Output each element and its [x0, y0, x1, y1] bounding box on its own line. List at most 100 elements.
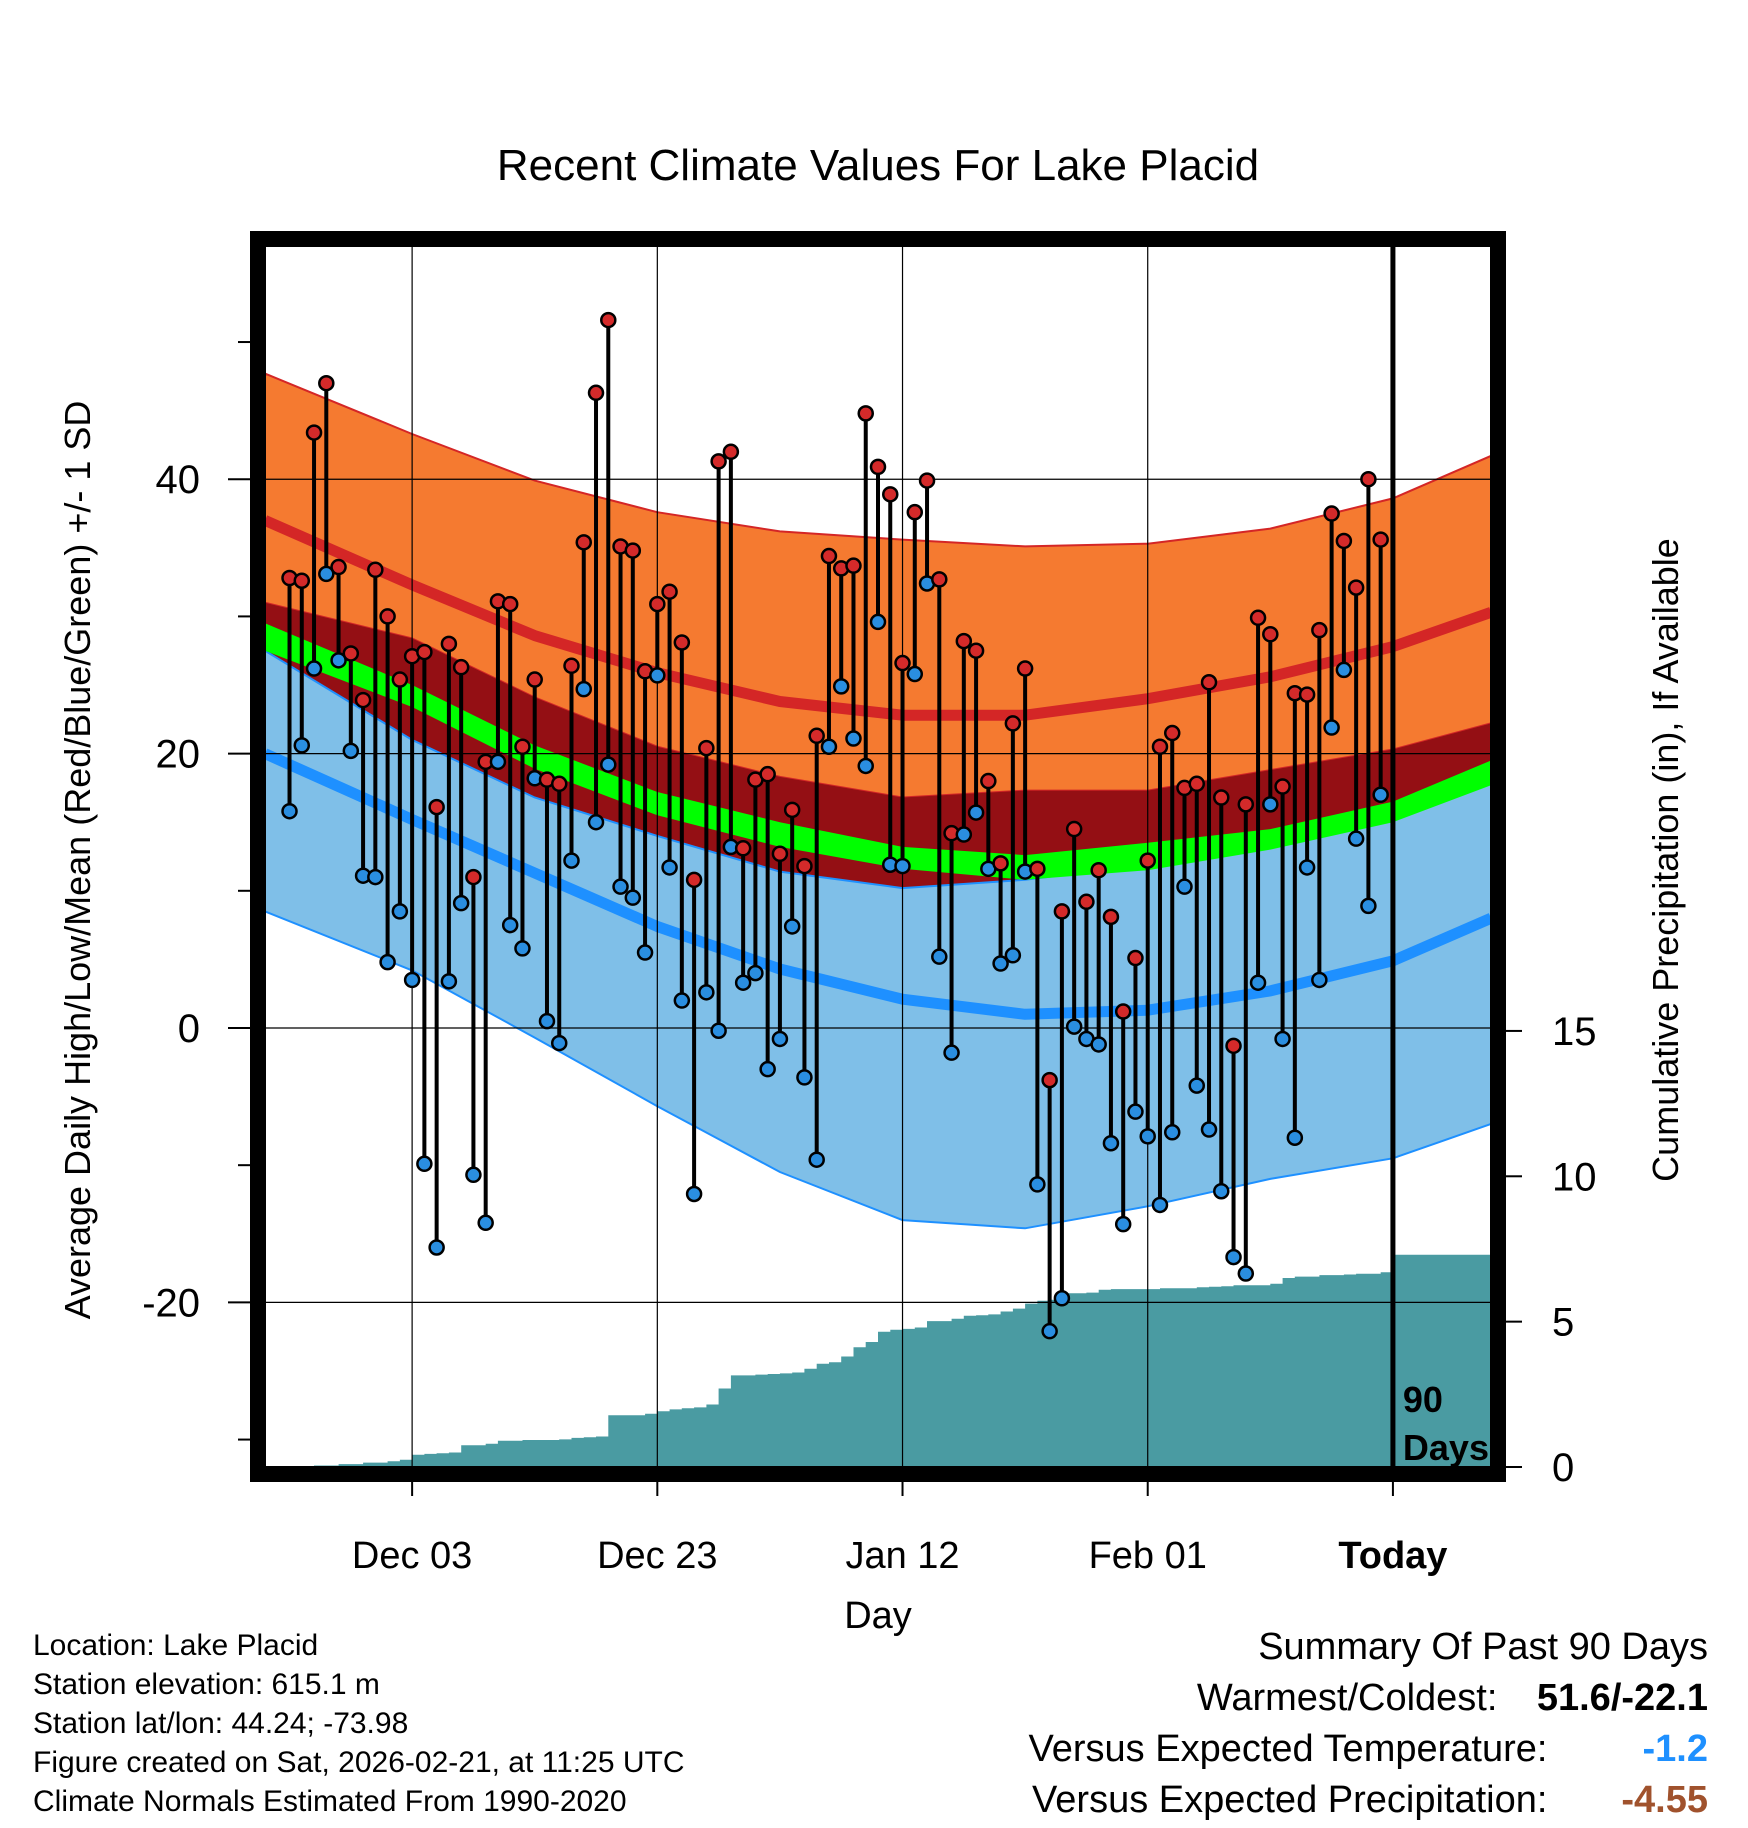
summary-title: Summary Of Past 90 Days	[1258, 1626, 1708, 1668]
low-marker	[624, 889, 642, 906]
low-marker	[820, 738, 838, 755]
low-marker	[1323, 719, 1340, 736]
low-marker	[869, 613, 887, 631]
low-marker	[1053, 1290, 1071, 1307]
high-marker	[869, 458, 887, 476]
high-marker	[722, 443, 740, 461]
high-marker	[1041, 1071, 1058, 1089]
low-marker	[747, 964, 764, 982]
today-days-label: 90	[1403, 1379, 1443, 1420]
low-marker	[1200, 1121, 1218, 1138]
low-marker	[992, 955, 1009, 972]
low-marker	[673, 992, 691, 1009]
y2-tick-label: 10	[1552, 1155, 1597, 1199]
high-marker	[1151, 738, 1169, 755]
low-marker	[367, 868, 384, 886]
high-marker	[771, 845, 789, 863]
high-marker	[1127, 949, 1144, 967]
temp-value: -1.2	[1642, 1728, 1708, 1770]
low-marker	[1347, 830, 1365, 847]
low-marker	[403, 971, 421, 989]
low-marker	[1311, 971, 1328, 989]
low-marker	[771, 1030, 789, 1048]
y-tick-label: 20	[156, 733, 201, 777]
low-marker	[796, 1069, 813, 1086]
low-marker	[1176, 878, 1193, 895]
low-marker	[293, 737, 311, 754]
low-marker	[1114, 1215, 1132, 1233]
high-marker	[501, 595, 519, 613]
low-marker	[636, 944, 654, 961]
low-marker	[710, 1022, 727, 1039]
high-marker	[379, 608, 396, 625]
latlon-text: Station lat/lon: 44.24; -73.98	[33, 1707, 409, 1740]
high-marker	[1090, 861, 1107, 879]
high-marker	[440, 635, 458, 653]
high-marker	[1078, 893, 1095, 911]
summary-panel: Summary Of Past 90 Days Warmest/Coldest:…	[1029, 1622, 1708, 1826]
x-tick-label: Today	[1338, 1535, 1447, 1577]
high-marker	[1200, 674, 1218, 691]
high-marker	[649, 595, 666, 613]
low-marker	[1298, 859, 1316, 876]
high-marker	[1347, 579, 1365, 596]
high-marker	[955, 632, 973, 650]
y-axis-label-left: Average Daily High/Low/Mean (Red/Blue/Gr…	[57, 401, 98, 1320]
low-marker	[1029, 1176, 1046, 1193]
high-marker	[1372, 531, 1389, 548]
high-marker	[1262, 626, 1279, 643]
station-info: Location: Lake Placid Station elevation:…	[33, 1626, 685, 1821]
high-marker	[1360, 470, 1377, 488]
low-marker	[783, 918, 801, 935]
high-marker	[673, 634, 691, 651]
x-tick-label: Jan 12	[845, 1535, 959, 1577]
precipitation-area	[265, 1254, 1491, 1467]
high-marker	[967, 642, 985, 659]
low-marker	[1004, 947, 1022, 964]
high-marker	[1188, 775, 1206, 793]
low-marker	[281, 802, 298, 820]
low-marker	[391, 903, 409, 920]
high-marker	[918, 472, 936, 489]
high-marker	[624, 542, 642, 559]
low-marker	[1249, 974, 1267, 991]
high-marker	[661, 583, 678, 600]
high-marker	[391, 671, 409, 688]
high-marker	[416, 643, 433, 661]
high-marker	[845, 557, 862, 574]
y2-tick-label: 5	[1552, 1301, 1574, 1345]
low-marker	[857, 757, 874, 775]
low-marker	[943, 1044, 960, 1061]
high-marker	[1139, 852, 1156, 869]
low-marker	[845, 730, 862, 747]
normals-text: Climate Normals Estimated From 1990-2020	[33, 1785, 627, 1818]
high-marker	[992, 855, 1009, 872]
high-marker	[1016, 660, 1034, 677]
low-marker	[1127, 1103, 1144, 1120]
high-marker	[600, 311, 617, 329]
low-marker	[1335, 661, 1353, 679]
low-marker	[1286, 1129, 1304, 1146]
high-marker	[526, 671, 543, 688]
low-marker	[1213, 1182, 1230, 1200]
low-marker	[1274, 1030, 1291, 1048]
high-marker	[1225, 1037, 1242, 1055]
high-marker	[367, 561, 384, 579]
high-marker	[931, 571, 948, 588]
today-marker: 90 Days	[1390, 246, 1489, 1468]
daily-range-stems	[287, 320, 1383, 1332]
low-marker	[452, 894, 470, 912]
low-marker	[1102, 1134, 1120, 1152]
high-marker	[906, 503, 924, 521]
low-marker	[661, 859, 678, 876]
high-marker	[734, 840, 752, 857]
high-marker	[1114, 1003, 1132, 1020]
low-marker	[1188, 1077, 1206, 1094]
high-marker	[1323, 505, 1340, 522]
high-marker	[759, 765, 776, 783]
summary-temp-row: Versus Expected Temperature: -1.2	[1029, 1724, 1708, 1775]
low-marker	[550, 1034, 568, 1052]
high-marker	[1311, 621, 1328, 639]
high-marker	[1102, 908, 1120, 926]
